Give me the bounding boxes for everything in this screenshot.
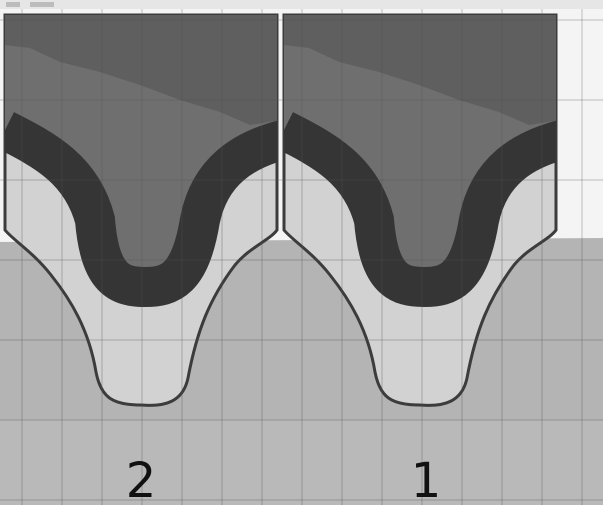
tool-fill	[284, 15, 556, 308]
tool-fill	[5, 15, 277, 308]
upper-step	[284, 15, 556, 125]
tool-label: 2	[126, 453, 157, 505]
menu-item[interactable]	[6, 2, 20, 7]
tool-label: 1	[411, 453, 442, 505]
tool-right	[282, 13, 558, 407]
dark-band	[5, 112, 277, 308]
workpiece-shade	[0, 420, 603, 505]
dark-band	[284, 112, 556, 308]
menu-item[interactable]	[30, 2, 54, 7]
menu-bar	[0, 0, 603, 9]
grid	[0, 9, 603, 505]
upper-step	[5, 15, 277, 125]
tool-left	[3, 13, 279, 407]
